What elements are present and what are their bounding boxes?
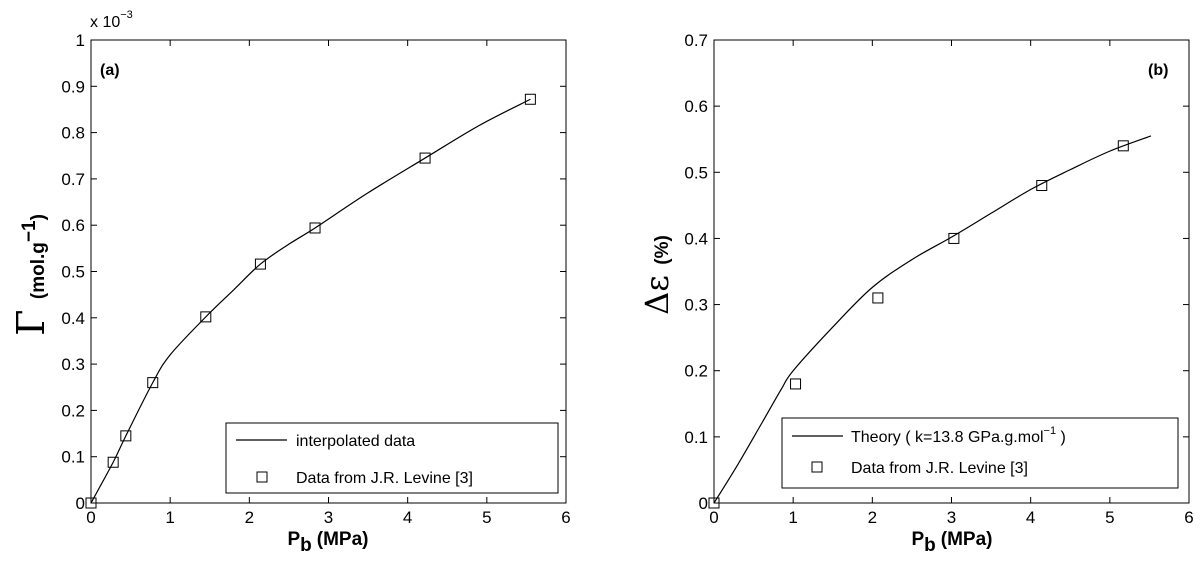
x-tick-label-a: 2: [245, 508, 254, 527]
data-marker-b: [708, 497, 720, 509]
x-tick-label-b: 2: [868, 508, 877, 527]
x-axis-label-a: Pb (MPa): [287, 529, 368, 556]
theory-line: [713, 135, 1152, 504]
x-tick-label-a: 3: [324, 508, 333, 527]
legend-b: Theory ( k=13.8 GPa.g.mol−1 ) Data from …: [781, 417, 1179, 489]
y-tick-label-b: 0.7: [684, 31, 708, 50]
legend-entry-theory: Theory ( k=13.8 GPa.g.mol−1 ): [851, 425, 1066, 446]
y-tick-label-b: 0.3: [684, 296, 708, 315]
y-tick-label-a: 1: [76, 31, 85, 50]
y-tick-label-b: 0.4: [684, 229, 708, 248]
y-tick-label-a: 0.5: [61, 263, 85, 282]
data-marker-a: [107, 456, 119, 468]
panel-label-b: (b): [1148, 62, 1168, 79]
data-marker-b: [790, 378, 802, 390]
legend-theory-post: ): [1056, 429, 1066, 446]
x-tick-label-a: 4: [403, 508, 412, 527]
y-tick-label-b: 0: [699, 494, 708, 513]
legend-marker-sample-a: [256, 471, 268, 483]
axis-ticks-b: 0 1 2 3 4 5 6 0 0.1 0.2 0.3 0.4 0.5 0.6 0.7: [684, 31, 1193, 527]
y-tick-label-a: 0.3: [61, 355, 85, 374]
x-axis-label-b: Pb (MPa): [911, 529, 992, 556]
svg-text:Δε (%): Δε (%): [638, 235, 676, 315]
x-tick-label-a: 0: [86, 508, 95, 527]
panel-label-a: (a): [100, 62, 120, 79]
data-markers-b: [708, 140, 1129, 509]
y-tick-label-a: 0.4: [61, 309, 85, 328]
legend-theory-sup: −1: [1044, 425, 1057, 437]
data-marker-a: [120, 430, 132, 442]
svg-text:Γ (mol.g−1): Γ (mol.g−1): [9, 214, 53, 336]
y-tick-label-a: 0.6: [61, 216, 85, 235]
y-unit-sup-a: −1: [19, 220, 40, 242]
legend-theory-text: Theory ( k=13.8 GPa.g.mol: [851, 429, 1044, 446]
y-unit-post-a: ): [28, 214, 49, 220]
x-tick-label-a: 6: [561, 508, 570, 527]
y-tick-label-a: 0.9: [61, 77, 85, 96]
y-axis-label-b: Δε (%): [638, 235, 676, 315]
data-marker-a: [309, 222, 321, 234]
y-tick-label-b: 0.2: [684, 362, 708, 381]
y-tick-label-b: 0.1: [684, 428, 708, 447]
y-symbol-b: Δε: [638, 275, 676, 315]
data-marker-a: [254, 258, 266, 270]
data-marker-b: [1117, 140, 1129, 152]
y-axis-label-a: Γ (mol.g−1): [9, 214, 53, 336]
data-markers-a: [85, 93, 536, 509]
legend-entry-interpolated: interpolated data: [296, 433, 415, 450]
x-tick-label-b: 6: [1184, 508, 1193, 527]
x-unit-a: (MPa): [317, 529, 369, 550]
chart-panel-a: 0 1 2 3 4 5 6 0 0.1 0.2 0.3 0.4 0.5 0.6 0.7 0.8 0.9 1 (a)…: [9, 9, 571, 556]
legend-entry-data-a: Data from J.R. Levine [3]: [296, 470, 473, 487]
data-marker-a: [200, 311, 212, 323]
x-sub-a: b: [300, 535, 312, 556]
x-tick-label-b: 5: [1105, 508, 1114, 527]
x-main-b: P: [911, 529, 924, 550]
y-symbol-a: Γ: [9, 310, 53, 336]
data-marker-b: [948, 232, 960, 244]
exponent-base: x 10: [90, 14, 120, 31]
legend-marker-sample-b: [811, 461, 823, 473]
y-tick-label-b: 0.6: [684, 97, 708, 116]
legend-a: interpolated data Data from J.R. Levine …: [225, 422, 559, 494]
legend-box-b: [781, 417, 1179, 489]
x-sub-b: b: [924, 535, 936, 556]
y-tick-label-a: 0.1: [61, 448, 85, 467]
chart-panel-b: 0 1 2 3 4 5 6 0 0.1 0.2 0.3 0.4 0.5 0.6 0.7 (b) Δε (%)…: [638, 31, 1194, 556]
data-marker-b: [872, 292, 884, 304]
y-unit-a: (mol.g: [28, 242, 49, 299]
data-marker-a: [524, 93, 536, 105]
data-marker-a: [419, 152, 431, 164]
data-marker-a: [85, 497, 97, 509]
y-unit-b: (%): [652, 235, 673, 265]
y-tick-label-a: 0.2: [61, 401, 85, 420]
x-tick-label-b: 0: [709, 508, 718, 527]
x-tick-label-a: 1: [165, 508, 174, 527]
x-tick-label-a: 5: [482, 508, 491, 527]
x-tick-label-b: 4: [1026, 508, 1035, 527]
y-tick-label-a: 0: [76, 494, 85, 513]
exponent-label: x 10−3: [90, 9, 133, 31]
y-tick-label-a: 0.7: [61, 170, 85, 189]
legend-entry-data-b: Data from J.R. Levine [3]: [851, 460, 1028, 477]
legend-box-a: [225, 422, 559, 494]
y-tick-label-a: 0.8: [61, 124, 85, 143]
data-marker-b: [1036, 180, 1048, 192]
y-tick-label-b: 0.5: [684, 163, 708, 182]
data-marker-a: [147, 377, 159, 389]
axis-ticks-a: 0 1 2 3 4 5 6 0 0.1 0.2 0.3 0.4 0.5 0.6 0.7 0.8 0.9 1: [61, 31, 570, 527]
x-tick-label-b: 3: [947, 508, 956, 527]
x-main-a: P: [287, 529, 300, 550]
x-tick-label-b: 1: [788, 508, 797, 527]
x-unit-b: (MPa): [941, 529, 993, 550]
exponent-power: −3: [120, 9, 133, 21]
